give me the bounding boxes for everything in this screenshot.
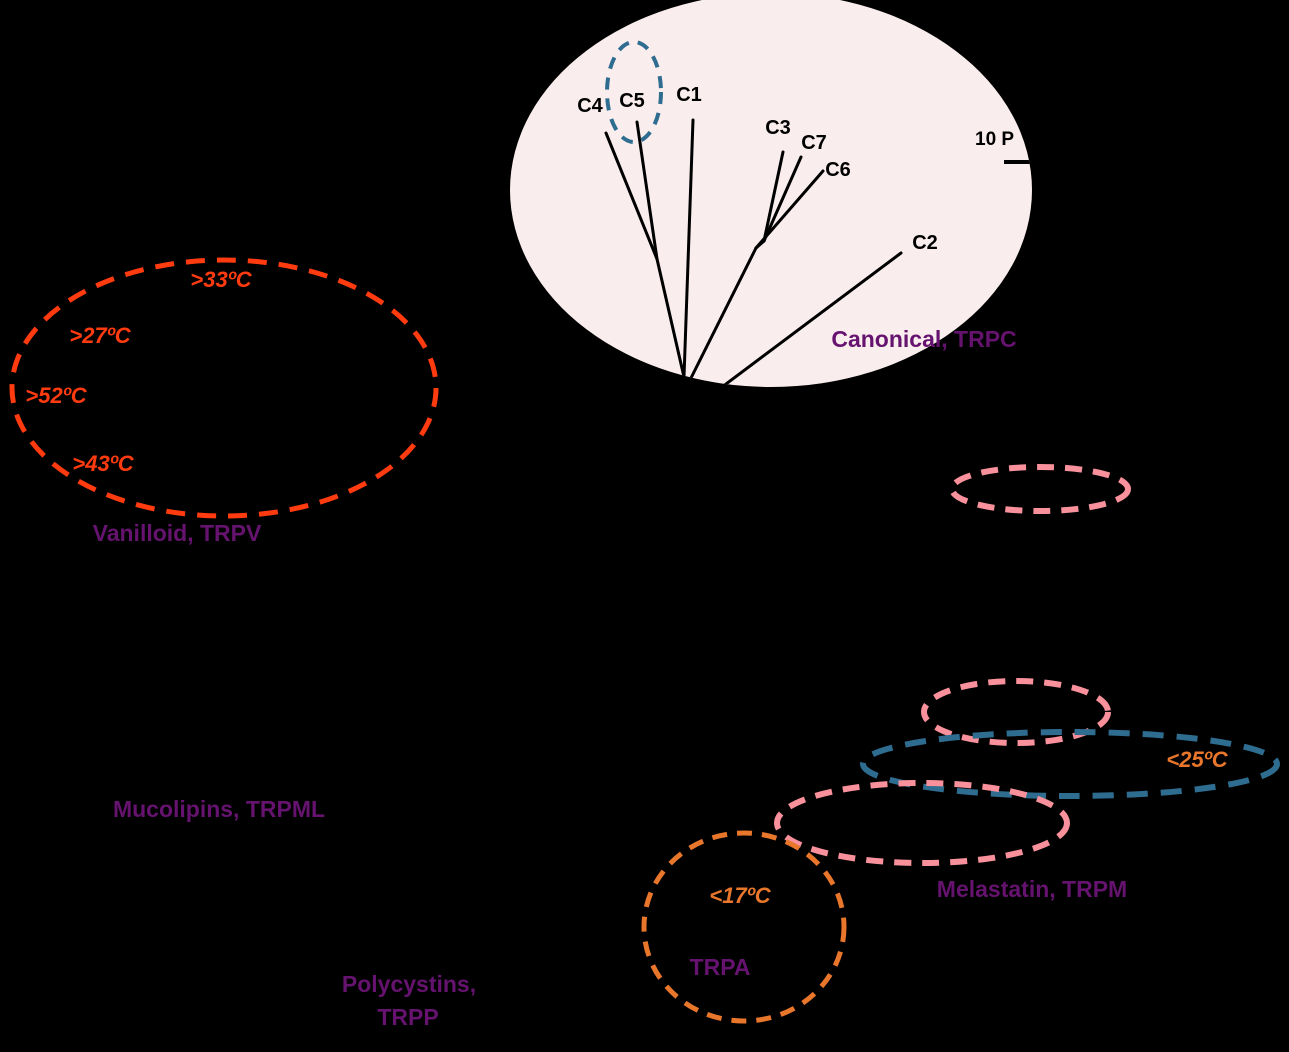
taxon-c7: C7 bbox=[801, 132, 827, 154]
family-polycystins-line1: Polycystins, bbox=[342, 971, 476, 997]
temp-gt52c: >52ºC bbox=[25, 383, 87, 408]
trpa-outline bbox=[641, 830, 847, 1024]
family-vanilloid: Vanilloid, TRPV bbox=[93, 520, 262, 546]
branch-clade2-stem bbox=[687, 246, 758, 384]
taxon-c3: C3 bbox=[765, 117, 791, 139]
scale-bar-label: 10 P bbox=[975, 129, 1014, 150]
branch-c7 bbox=[762, 155, 803, 243]
family-trpa: TRPA bbox=[690, 954, 751, 980]
taxon-c5: C5 bbox=[619, 90, 645, 112]
cold-sensitive-oval bbox=[860, 729, 1280, 799]
family-melastatin: Melastatin, TRPM bbox=[937, 876, 1127, 902]
branch-c1 bbox=[682, 118, 695, 379]
melastatin-oval-bottom bbox=[774, 780, 1070, 866]
branch-c4c5-stem bbox=[655, 257, 686, 379]
temp-gt27c: >27ºC bbox=[69, 323, 131, 348]
taxon-c4: C4 bbox=[577, 95, 603, 117]
temp-gt43c: >43ºC bbox=[72, 451, 134, 476]
temp-lt17c: <17ºC bbox=[709, 883, 771, 908]
family-polycystins-line2: TRPP bbox=[377, 1004, 438, 1030]
melastatin-oval-top bbox=[921, 678, 1111, 746]
taxon-c2: C2 bbox=[912, 232, 938, 254]
temp-gt33c: >33ºC bbox=[190, 267, 252, 292]
branch-c5 bbox=[635, 120, 659, 261]
branch-c3 bbox=[762, 150, 785, 243]
taxon-c6: C6 bbox=[825, 159, 851, 181]
trpc5-highlight bbox=[605, 40, 663, 144]
trpc-tree-group: C4 C5 C1 C3 C7 C6 C2 10 P bbox=[577, 84, 1032, 387]
pink-oval-right bbox=[949, 464, 1131, 514]
trpc-cluster-ellipse bbox=[510, 0, 1032, 387]
family-canonical: Canonical, TRPC bbox=[831, 326, 1016, 352]
family-mucolipins: Mucolipins, TRPML bbox=[113, 796, 325, 822]
taxon-c1: C1 bbox=[676, 84, 702, 106]
branch-c6 bbox=[754, 169, 825, 250]
branch-c2 bbox=[720, 251, 903, 387]
branch-c4 bbox=[604, 131, 659, 261]
temp-lt25c: <25ºC bbox=[1166, 747, 1228, 772]
vanilloid-outline bbox=[9, 257, 439, 519]
